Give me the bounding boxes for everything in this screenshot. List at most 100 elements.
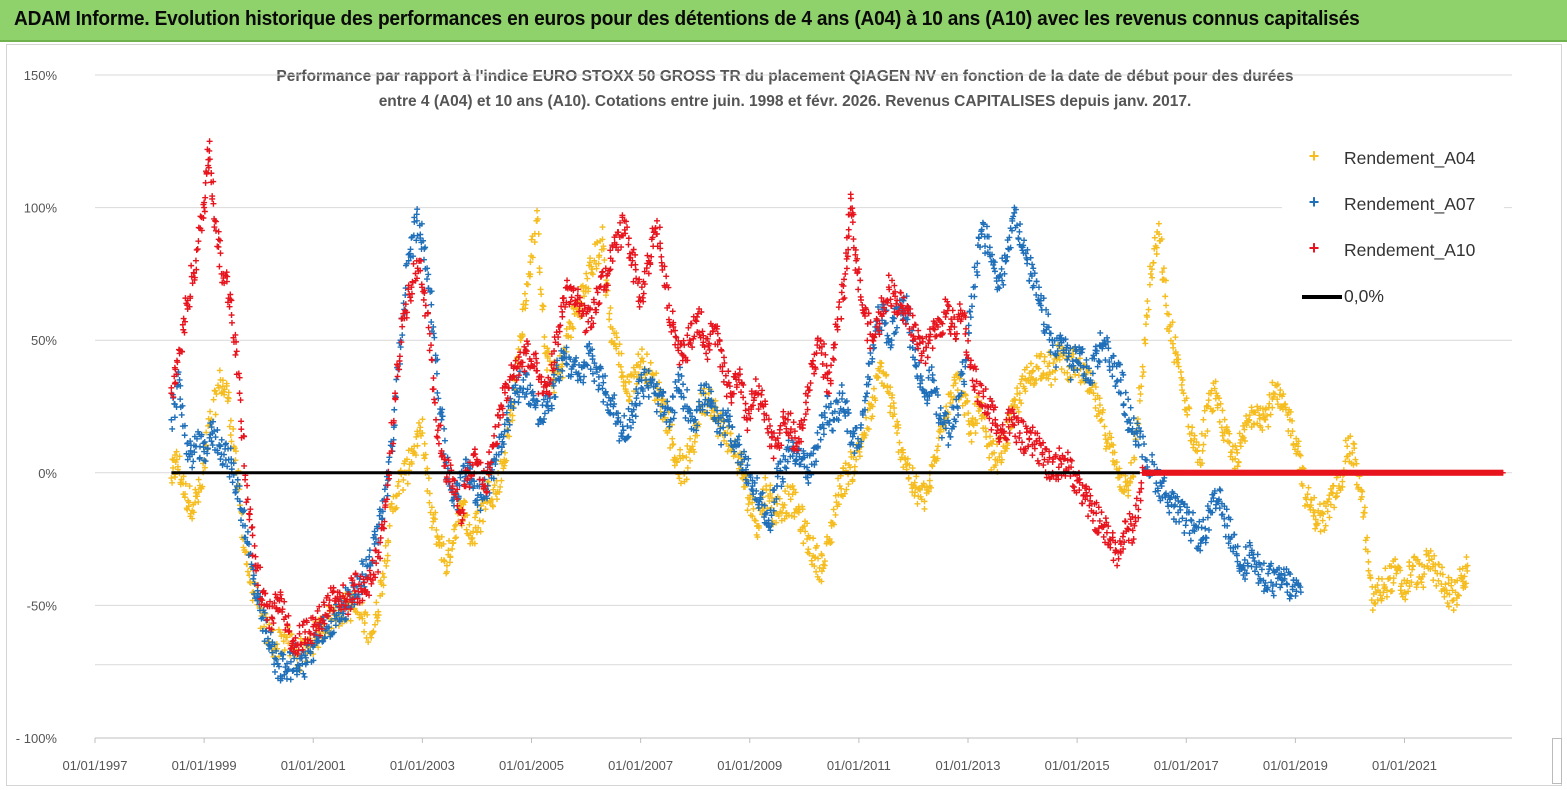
data-point [232, 486, 239, 493]
data-point [677, 480, 684, 487]
data-point [726, 422, 733, 429]
data-point [489, 502, 496, 509]
data-point [1033, 377, 1040, 384]
data-point [862, 393, 869, 400]
data-point [361, 620, 368, 627]
data-point [1146, 281, 1153, 288]
data-point [171, 414, 178, 421]
data-point [441, 425, 448, 432]
data-point [386, 522, 393, 529]
data-point [1205, 526, 1212, 533]
data-point [1068, 457, 1075, 464]
data-point [518, 334, 525, 341]
data-point [528, 236, 535, 243]
data-point [296, 667, 303, 674]
data-point [669, 393, 676, 400]
data-point [972, 430, 979, 437]
data-point [172, 459, 179, 466]
data-point [1228, 449, 1235, 456]
data-point [210, 200, 217, 207]
data-point [885, 272, 892, 279]
data-point [364, 611, 371, 618]
data-point [599, 268, 606, 275]
data-point [829, 427, 836, 434]
data-point [1151, 234, 1158, 241]
data-point [214, 426, 221, 433]
data-point [168, 416, 175, 423]
data-point [1361, 509, 1368, 516]
data-point [194, 493, 201, 500]
data-point [277, 629, 284, 636]
data-point [728, 399, 735, 406]
data-point [966, 431, 973, 438]
data-point [192, 257, 199, 264]
data-point [636, 294, 643, 301]
data-point [756, 383, 763, 390]
data-point [1219, 407, 1226, 414]
data-point [403, 456, 410, 463]
data-point [1097, 417, 1104, 424]
data-point [799, 506, 806, 513]
data-point [559, 313, 566, 320]
data-point [1125, 492, 1132, 499]
data-point [184, 456, 191, 463]
data-point [433, 416, 440, 423]
data-point [858, 421, 865, 428]
data-point [606, 310, 613, 317]
data-point [415, 419, 422, 426]
data-point [671, 454, 678, 461]
data-point [475, 524, 482, 531]
data-point [838, 289, 845, 296]
x-tick-label: 01/01/2007 [608, 758, 673, 773]
data-point [1139, 373, 1146, 380]
data-point [538, 291, 545, 298]
data-point [424, 276, 431, 283]
data-point [1461, 573, 1468, 580]
data-point [453, 534, 460, 541]
data-point [968, 438, 975, 445]
data-point [488, 496, 495, 503]
data-point [1114, 562, 1121, 569]
data-point [1015, 408, 1022, 415]
data-point [1458, 572, 1465, 579]
data-point [1352, 456, 1359, 463]
data-point [1267, 411, 1274, 418]
data-point [1319, 517, 1326, 524]
data-point [1214, 402, 1221, 409]
data-point [1295, 438, 1302, 445]
data-point [838, 382, 845, 389]
data-point [1100, 533, 1107, 540]
chart-title-line-1: Performance par rapport à l'indice EURO … [276, 68, 1294, 85]
data-point [1175, 363, 1182, 370]
data-point [189, 515, 196, 522]
data-point [589, 271, 596, 278]
data-point [878, 360, 885, 367]
data-point [1006, 430, 1013, 437]
data-point [1226, 439, 1233, 446]
data-point [176, 453, 183, 460]
x-tick-label: 01/01/1999 [172, 758, 237, 773]
data-point [1019, 439, 1026, 446]
data-point [1369, 607, 1376, 614]
data-point [180, 491, 187, 498]
data-point [893, 324, 900, 331]
data-point [776, 426, 783, 433]
data-point [207, 431, 214, 438]
data-point [1150, 259, 1157, 266]
data-point [870, 385, 877, 392]
data-point [1273, 581, 1280, 588]
data-point [593, 265, 600, 272]
data-point [1177, 368, 1184, 375]
data-point [198, 431, 205, 438]
data-point [1158, 483, 1165, 490]
data-point [408, 460, 415, 467]
data-point [1155, 220, 1162, 227]
data-point [461, 499, 468, 506]
data-point [417, 432, 424, 439]
x-tick-label: 01/01/2001 [281, 758, 346, 773]
data-point [805, 480, 812, 487]
data-point [1200, 441, 1207, 448]
data-point [250, 572, 257, 579]
data-point [1193, 438, 1200, 445]
data-point [280, 651, 287, 658]
